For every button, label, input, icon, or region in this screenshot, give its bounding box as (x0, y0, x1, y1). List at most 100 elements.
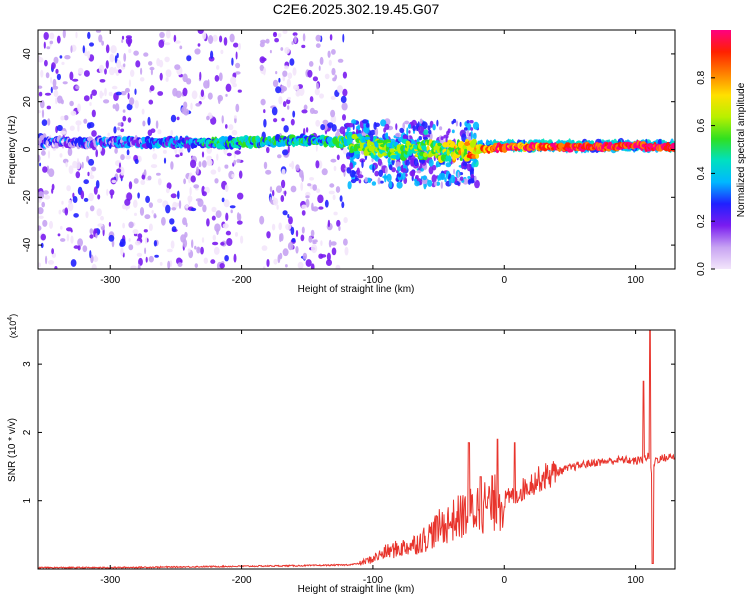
spectrogram-cell (66, 185, 71, 192)
spectrogram-cell (93, 186, 98, 195)
spectrogram-cell (91, 89, 97, 96)
spectrogram-cell (301, 204, 307, 209)
spectrogram-cell (89, 250, 92, 259)
spectrogram-cell (42, 219, 48, 227)
spectrogram-cell (91, 166, 97, 172)
spectrogram-cell (190, 175, 196, 183)
spectrogram-cell (336, 154, 340, 161)
spectrogram-cell (318, 206, 324, 210)
spectrogram-cell (99, 79, 106, 83)
spectrogram-cell (141, 174, 146, 180)
spectrogram-cell (128, 244, 134, 251)
spectrogram-cell (83, 70, 90, 77)
spectrogram-cell (319, 93, 324, 99)
spectrogram-cell (374, 127, 379, 137)
spectrogram-cell (285, 223, 292, 231)
spectrogram-cell (149, 66, 155, 71)
spectrogram-cell (110, 45, 117, 54)
spectrogram-cell (134, 100, 139, 109)
spectrogram-cell (350, 179, 357, 184)
spectrogram-cell (97, 194, 101, 200)
spectrogram-cell (377, 177, 381, 185)
spectrogram-cell (310, 229, 315, 237)
spectrogram-cell (290, 226, 295, 236)
spectrogram-cell (182, 73, 188, 83)
snr-series-line (38, 330, 675, 569)
spectrogram-cell (106, 188, 109, 196)
spectrogram-cell (103, 99, 110, 104)
spectrogram-cell (315, 34, 322, 42)
spectrogram-cell (219, 35, 223, 43)
spectrogram-cell (171, 226, 177, 232)
spectrogram-cell (396, 181, 403, 189)
spectrogram-cell (50, 76, 53, 84)
spectrogram-cell (200, 89, 205, 97)
spectrogram-cell (292, 67, 297, 76)
spectrogram-cell (391, 167, 396, 173)
spectrogram-cell (316, 188, 321, 193)
spectrogram-cell (115, 91, 122, 96)
spectrogram-ytick-label: 0 (22, 146, 33, 152)
spectrogram-cell (330, 158, 337, 163)
spectrogram-cell (38, 215, 44, 219)
spectrogram-ridge-cell (364, 136, 371, 140)
spectrogram-cell (311, 244, 318, 254)
spectrogram-cell (384, 123, 390, 130)
spectrogram-cell (281, 168, 286, 175)
spectrogram-cell (423, 129, 429, 135)
spectrogram-cell (217, 166, 221, 173)
spectrogram-cell (58, 209, 62, 215)
spectrogram-cell (337, 85, 343, 94)
spectrogram-cell (302, 33, 306, 42)
spectrogram-cell (69, 100, 74, 107)
spectrogram-cell (77, 124, 80, 132)
spectrogram-cell (259, 215, 265, 225)
spectrogram-cell (240, 235, 244, 244)
spectrogram-cell (38, 262, 41, 268)
spectrogram-cell (45, 255, 48, 265)
spectrogram-cell (45, 72, 50, 79)
spectrogram-cell (89, 42, 94, 47)
spectrogram-cell (408, 130, 411, 134)
spectrogram-cell (64, 207, 69, 216)
spectrogram-cell (374, 170, 380, 177)
spectrogram-cell (226, 238, 233, 246)
snr-xtick-label: 0 (501, 575, 507, 586)
spectrogram-cell (109, 53, 115, 63)
spectrogram-cell (272, 79, 279, 88)
spectrogram-cell (165, 204, 171, 214)
spectrogram-cell (117, 126, 120, 131)
spectrogram-cell (238, 42, 241, 51)
spectrogram-cell (190, 207, 197, 212)
spectrogram-cell (305, 198, 310, 208)
spectrogram-cell (226, 152, 232, 157)
spectrogram-cell (286, 78, 291, 88)
spectrogram-cell (164, 56, 170, 63)
spectrogram-cell (44, 92, 52, 96)
spectrogram-cell (273, 197, 279, 206)
spectrogram-ytick-label: 20 (22, 96, 33, 108)
spectrogram-cell (172, 87, 178, 97)
spectrogram-cell (166, 182, 172, 190)
spectrogram-cell (200, 246, 204, 255)
spectrogram-cell (287, 214, 290, 218)
spectrogram-ridge-cell (437, 142, 442, 147)
spectrogram-cell (38, 225, 42, 231)
spectrogram-cell (229, 33, 235, 43)
spectrogram-cell (186, 55, 192, 62)
spectrogram-cell (225, 212, 229, 221)
spectrogram-cell (210, 259, 216, 264)
spectrogram-cell (56, 73, 62, 81)
spectrogram-cell (197, 43, 201, 47)
spectrogram-cell (308, 236, 313, 243)
spectrogram-cell (133, 50, 139, 56)
spectrogram-cell (177, 262, 183, 267)
spectrogram-cell (216, 65, 220, 70)
spectrogram-cell (228, 124, 234, 131)
spectrogram-cell (120, 91, 127, 96)
spectrogram-cell (165, 187, 170, 194)
spectrogram-cell (437, 175, 441, 182)
spectrogram-cell (69, 71, 74, 81)
spectrogram-cell (371, 181, 377, 186)
spectrogram-cell (305, 127, 309, 133)
